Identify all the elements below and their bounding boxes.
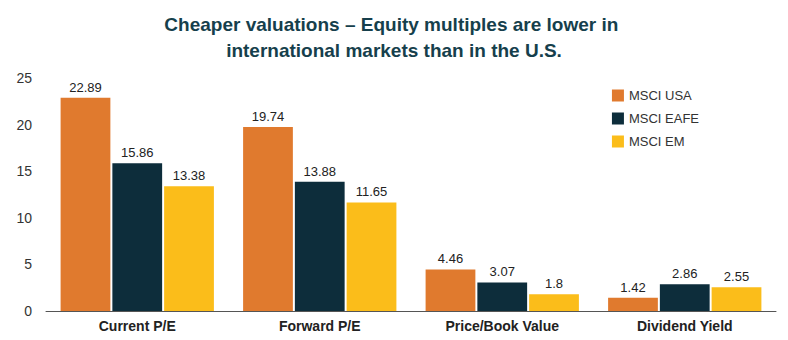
svg-text:15.86: 15.86 [121, 145, 154, 160]
svg-text:10: 10 [16, 210, 32, 226]
svg-text:MSCI USA: MSCI USA [629, 88, 692, 103]
svg-text:Current P/E: Current P/E [99, 318, 176, 334]
svg-text:Price/Book Value: Price/Book Value [445, 318, 559, 334]
svg-text:Cheaper valuations – Equity mu: Cheaper valuations – Equity multiples ar… [164, 14, 623, 35]
svg-text:3.07: 3.07 [490, 264, 515, 279]
svg-text:25: 25 [16, 70, 32, 86]
svg-text:0: 0 [24, 303, 32, 319]
svg-text:international markets than in: international markets than in the U.S. [226, 40, 562, 61]
svg-text:19.74: 19.74 [252, 109, 285, 124]
svg-text:1.8: 1.8 [545, 276, 563, 291]
svg-text:2.55: 2.55 [724, 269, 749, 284]
svg-text:15: 15 [16, 163, 32, 179]
svg-text:20: 20 [16, 117, 32, 133]
svg-text:MSCI EAFE: MSCI EAFE [629, 111, 699, 126]
svg-text:11.65: 11.65 [356, 184, 388, 199]
svg-text:Dividend Yield: Dividend Yield [637, 318, 733, 334]
svg-text:1.42: 1.42 [620, 280, 645, 295]
svg-text:13.88: 13.88 [303, 164, 336, 179]
svg-text:22.89: 22.89 [69, 80, 102, 95]
svg-text:5: 5 [24, 256, 32, 272]
svg-text:13.38: 13.38 [173, 168, 206, 183]
svg-text:4.46: 4.46 [438, 251, 463, 266]
svg-text:2.86: 2.86 [672, 266, 697, 281]
svg-text:Forward P/E: Forward P/E [279, 318, 361, 334]
svg-text:MSCI EM: MSCI EM [629, 134, 685, 149]
